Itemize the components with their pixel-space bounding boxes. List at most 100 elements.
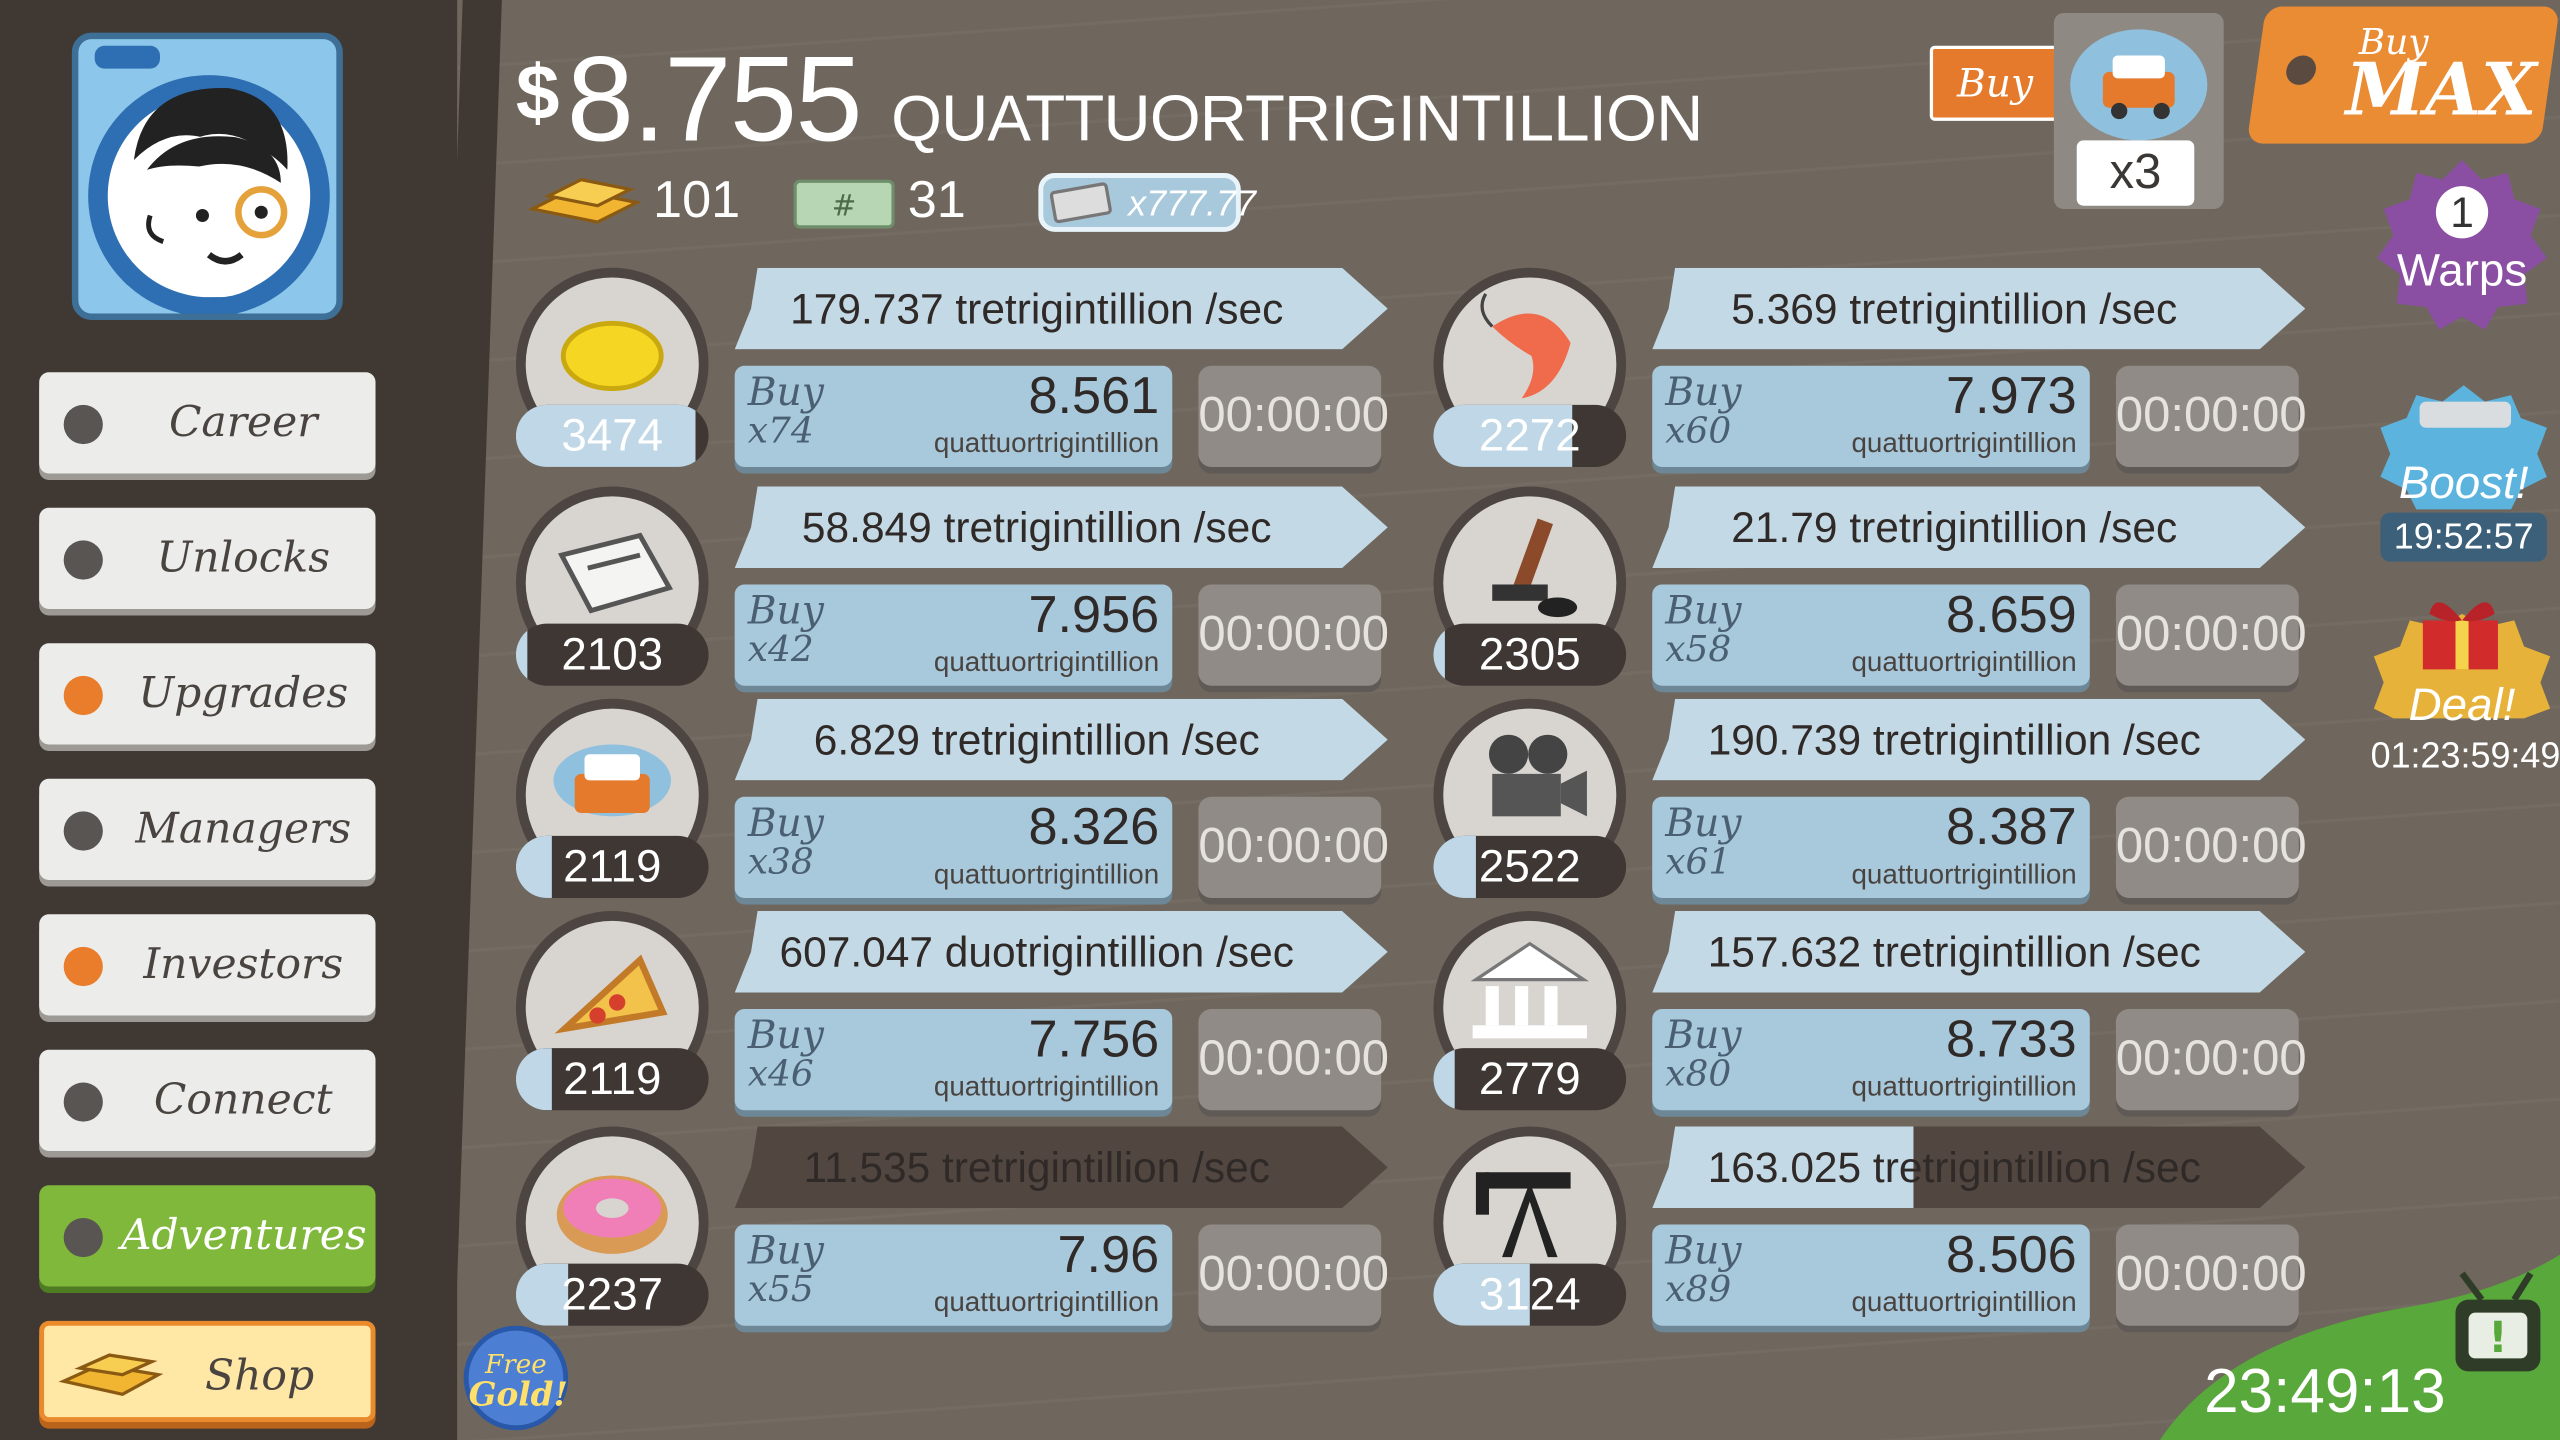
- money-unit: QUATTUORTRIGINTILLION: [891, 83, 1703, 156]
- buy-business-button[interactable]: Buy x74 8.561 quattuortrigintillion: [734, 365, 1173, 467]
- buy-business-button[interactable]: Buy x42 7.956 quattuortrigintillion: [734, 584, 1173, 686]
- buy-max-label: MAX: [2345, 48, 2537, 133]
- buy-cost-unit: quattuortrigintillion: [933, 646, 1160, 678]
- revenue-progress-bar[interactable]: 157.632 tretrigintillion /sec: [1652, 911, 2306, 993]
- sidebar-item-upgrades[interactable]: Upgrades: [39, 643, 376, 745]
- buy-label: Buy: [1665, 1012, 1742, 1058]
- buy-cost-unit: quattuortrigintillion: [933, 1286, 1160, 1318]
- game-clock: 23:49:13: [2204, 1358, 2446, 1427]
- buy-business-button[interactable]: Buy x80 8.733 quattuortrigintillion: [1652, 1008, 2090, 1111]
- revenue-rate-label: 58.849 tretrigintillion /sec: [801, 502, 1272, 552]
- buy-business-button[interactable]: Buy x89 8.506 quattuortrigintillion: [1652, 1224, 2090, 1326]
- sidebar-item-unlocks[interactable]: Unlocks: [39, 507, 376, 609]
- buy-cost: 8.326: [1028, 796, 1160, 856]
- deal-button[interactable]: Deal! 01:23:59:49: [2370, 581, 2560, 777]
- buy-label: Buy: [747, 799, 824, 846]
- free-gold-line1: Free: [485, 1348, 547, 1380]
- revenue-progress-bar[interactable]: 163.025 tretrigintillion /sec: [1652, 1126, 2306, 1209]
- buy-cost-unit: quattuortrigintillion: [1851, 427, 2077, 459]
- bank-icon: [1470, 941, 1590, 1039]
- money-amount: 8.755: [566, 31, 863, 167]
- revenue-progress-bar[interactable]: 6.829 tretrigintillion /sec: [734, 698, 1388, 781]
- buy-label: Buy: [1665, 368, 1742, 415]
- revenue-rate-label: 5.369 tretrigintillion /sec: [1731, 284, 2178, 334]
- buy-label: Buy: [1665, 587, 1742, 634]
- sidebar-item-managers[interactable]: Managers: [39, 778, 376, 880]
- buy-business-button[interactable]: Buy x60 7.973 quattuortrigintillion: [1652, 365, 2090, 467]
- buy-cost: 8.561: [1028, 365, 1160, 425]
- warps-badge-icon: [2377, 159, 2547, 330]
- buy-multiplier-toggle[interactable]: x3: [2053, 13, 2224, 209]
- business-timer: 00:00:00: [2115, 1224, 2307, 1326]
- owned-count-label: 2522: [1478, 840, 1581, 892]
- sidebar-item-investors[interactable]: Investors: [39, 914, 376, 1016]
- buy-cost: 7.96: [1057, 1224, 1160, 1284]
- player-avatar[interactable]: [71, 32, 343, 320]
- free-gold-button[interactable]: Free Gold!: [463, 1325, 569, 1431]
- revenue-progress-bar[interactable]: 58.849 tretrigintillion /sec: [734, 486, 1388, 569]
- buy-quantity: x89: [1665, 1270, 1732, 1312]
- owned-count-label: 2119: [563, 1053, 662, 1104]
- buy-business-button[interactable]: Buy x58 8.659 quattuortrigintillion: [1652, 584, 2090, 686]
- buy-label: Buy: [747, 1012, 824, 1058]
- boost-label: Boost!: [2398, 457, 2529, 508]
- buy-cost-unit: quattuortrigintillion: [1851, 858, 2077, 890]
- ticket-count: 31: [907, 169, 966, 229]
- buy-quantity: x38: [747, 842, 814, 884]
- business-timer: 00:00:00: [1198, 1008, 1389, 1111]
- shrimp-icon: [1480, 293, 1571, 399]
- buy-business-button[interactable]: Buy x61 8.387 quattuortrigintillion: [1652, 796, 2090, 898]
- business-icon-button[interactable]: [1433, 486, 1627, 680]
- owned-count-label: 2119: [563, 840, 662, 892]
- revenue-progress-bar[interactable]: 190.739 tretrigintillion /sec: [1652, 698, 2306, 781]
- buy-cost: 8.659: [1945, 584, 2077, 644]
- tv-panel-icon: !: [2159, 1254, 2560, 1440]
- business-timer: 00:00:00: [1198, 365, 1389, 467]
- owned-count-label: 3124: [1478, 1268, 1581, 1320]
- buy-business-button[interactable]: Buy x55 7.96 quattuortrigintillion: [734, 1224, 1173, 1326]
- revenue-progress-bar[interactable]: 5.369 tretrigintillion /sec: [1652, 267, 2306, 350]
- revenue-progress-bar[interactable]: 21.79 tretrigintillion /sec: [1652, 486, 2306, 569]
- ticket-icon: [1049, 182, 1112, 224]
- revenue-rate-label: 607.047 duotrigintillion /sec: [779, 927, 1294, 977]
- business-timer: 00:00:00: [1198, 584, 1389, 686]
- business-owned-count: 2305: [1433, 623, 1627, 686]
- buy-business-button[interactable]: Buy x38 8.326 quattuortrigintillion: [734, 796, 1173, 898]
- buy-quantity: x58: [1665, 630, 1732, 672]
- business-owned-count: 2522: [1433, 835, 1627, 898]
- buy-cost: 8.387: [1945, 796, 2077, 856]
- buy-business-button[interactable]: Buy x46 7.756 quattuortrigintillion: [734, 1008, 1173, 1111]
- profit-multiplier-badge[interactable]: x777.77: [1038, 173, 1256, 232]
- milestone-progress-fill: [515, 1263, 568, 1326]
- buy-quantity: x61: [1665, 842, 1732, 884]
- warps-count: 1: [2435, 186, 2489, 239]
- warps-label: Warps: [2396, 244, 2528, 296]
- sidebar-item-label: Shop: [204, 1351, 315, 1401]
- sidebar-item-shop[interactable]: Shop: [39, 1320, 376, 1423]
- owned-count-label: 2103: [561, 628, 664, 680]
- business-timer: 00:00:00: [2115, 365, 2307, 467]
- owned-count-label: 3474: [561, 409, 664, 461]
- revenue-progress-bar[interactable]: 607.047 duotrigintillion /sec: [734, 911, 1388, 993]
- sidebar-item-label: Unlocks: [156, 533, 331, 583]
- deal-timer: 01:23:59:49: [2370, 734, 2560, 776]
- revenue-progress-bar[interactable]: 11.535 tretrigintillion /sec: [734, 1126, 1388, 1209]
- investors-notification-dot: [63, 946, 103, 987]
- buy-quantity: x60: [1665, 411, 1732, 453]
- milestone-progress-fill: [1433, 1263, 1530, 1326]
- buy-multiplier-label: x3: [2076, 140, 2195, 206]
- tag-hole: [2284, 55, 2318, 85]
- sidebar-item-adventures[interactable]: Adventures: [39, 1185, 376, 1287]
- revenue-progress-bar[interactable]: 179.737 tretrigintillion /sec: [734, 267, 1388, 350]
- warps-button[interactable]: 1 Warps: [2377, 157, 2547, 337]
- buy-cost-unit: quattuortrigintillion: [933, 1071, 1160, 1103]
- business-timer: 00:00:00: [2115, 1008, 2307, 1111]
- sidebar-item-connect[interactable]: Connect: [39, 1049, 376, 1152]
- buy-max-button[interactable]: Buy MAX: [2246, 6, 2560, 144]
- business-timer: 00:00:00: [2115, 584, 2307, 686]
- revenue-rate-label: 21.79 tretrigintillion /sec: [1731, 502, 2178, 552]
- buy-mode-button[interactable]: Buy: [1929, 45, 2061, 121]
- buy-cost: 7.973: [1945, 365, 2077, 425]
- sidebar-item-career[interactable]: Career: [39, 372, 376, 474]
- boost-button[interactable]: Boost! 19:52:57: [2377, 382, 2550, 562]
